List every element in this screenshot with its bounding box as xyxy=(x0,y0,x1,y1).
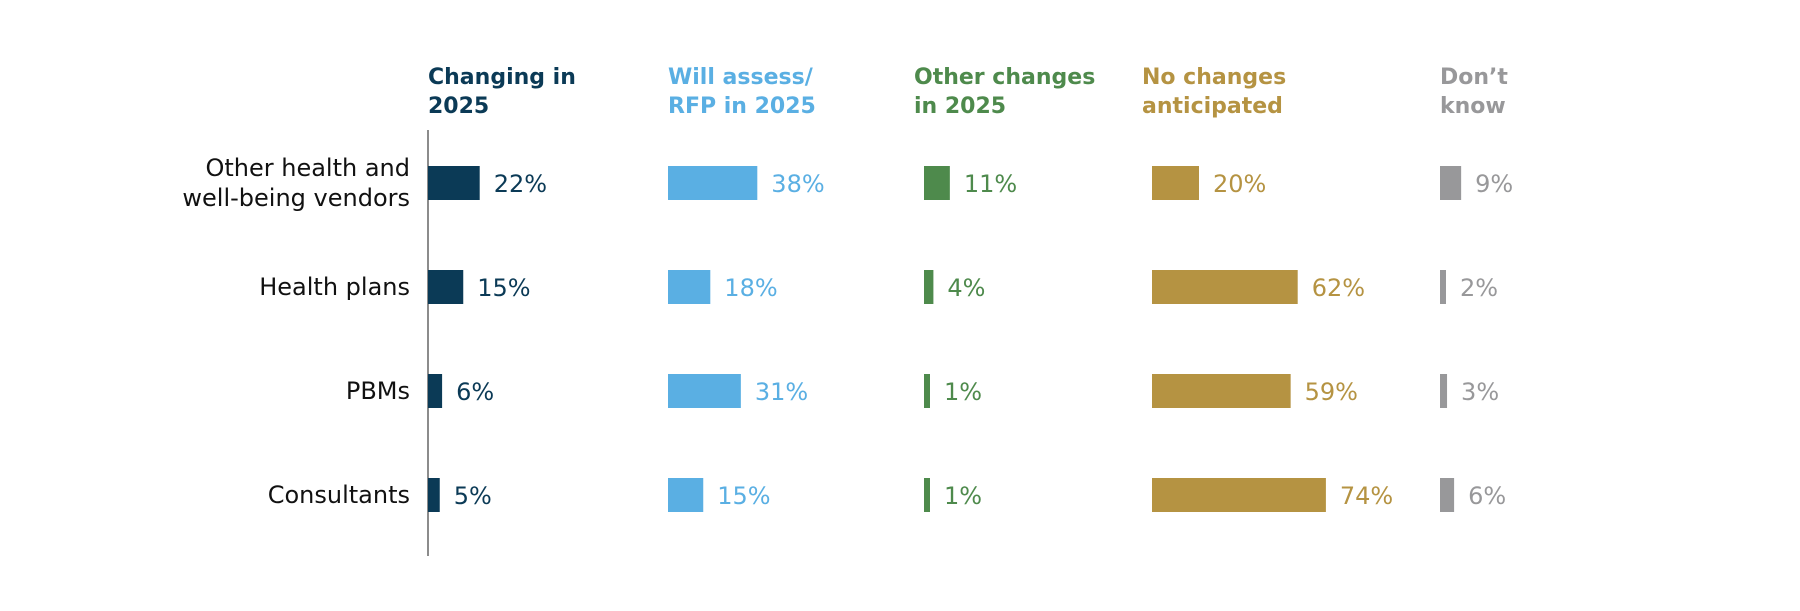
data-label: 59% xyxy=(1305,378,1358,406)
category-label-line: Consultants xyxy=(268,481,410,509)
data-label: 1% xyxy=(944,482,982,510)
bar xyxy=(1440,270,1446,304)
category-label-line: PBMs xyxy=(346,377,410,405)
series-header-line: Don’t xyxy=(1440,65,1508,90)
series-header-line: know xyxy=(1440,94,1506,119)
series-header-line: Changing in xyxy=(428,65,576,90)
series-header-line: Other changes xyxy=(914,65,1095,90)
bar xyxy=(1152,270,1298,304)
category-label: Other health and well-being vendors xyxy=(182,154,410,212)
data-label: 18% xyxy=(724,274,777,302)
bar xyxy=(1152,166,1199,200)
series-header-line: RFP in 2025 xyxy=(668,94,816,119)
chart: Other health and well-being vendors Health… xyxy=(0,0,1800,611)
bar xyxy=(1152,478,1326,512)
series-header-line: No changes xyxy=(1142,65,1286,90)
data-label: 74% xyxy=(1340,482,1393,510)
data-label: 11% xyxy=(964,170,1017,198)
data-label: 15% xyxy=(477,274,530,302)
category-label-line: Other health and xyxy=(205,154,410,182)
data-label: 1% xyxy=(944,378,982,406)
bar xyxy=(1440,166,1461,200)
data-label: 38% xyxy=(771,170,824,198)
bar xyxy=(668,478,703,512)
data-label: 9% xyxy=(1475,170,1513,198)
data-label: 6% xyxy=(456,378,494,406)
category-label: Health plans xyxy=(259,273,410,301)
bar xyxy=(668,374,741,408)
bar xyxy=(428,166,480,200)
series-header-line: 2025 xyxy=(428,94,489,119)
bar xyxy=(668,166,757,200)
data-label: 3% xyxy=(1461,378,1499,406)
category-label: PBMs xyxy=(346,377,410,405)
data-label: 6% xyxy=(1468,482,1506,510)
category-labels: Other health and well-being vendors Health… xyxy=(182,154,410,509)
series-header: Will assess/RFP in 2025 xyxy=(668,65,816,119)
series-panel: Will assess/RFP in 2025 38% 18% 31% 15% xyxy=(668,65,825,512)
series-panel: Other changes in 2025 11% 4% 1% 1% xyxy=(914,65,1095,512)
series-header-line: anticipated xyxy=(1142,94,1283,119)
bar xyxy=(924,166,950,200)
data-label: 22% xyxy=(494,170,547,198)
series-header-line: in 2025 xyxy=(914,94,1006,119)
bar xyxy=(1440,374,1447,408)
bar xyxy=(1152,374,1291,408)
bar xyxy=(924,374,930,408)
series-header: Changing in 2025 xyxy=(428,65,576,119)
series-header: No changes anticipated xyxy=(1142,65,1286,119)
data-label: 2% xyxy=(1460,274,1498,302)
category-label: Consultants xyxy=(268,481,410,509)
data-label: 4% xyxy=(947,274,985,302)
bar xyxy=(428,270,463,304)
series-header: Don’t know xyxy=(1440,65,1508,119)
data-label: 20% xyxy=(1213,170,1266,198)
series-panel: Don’t know 9% 2% 3% 6% xyxy=(1440,65,1513,512)
series-header-line: Will assess/ xyxy=(668,65,814,90)
bar xyxy=(1440,478,1454,512)
category-label-line: well-being vendors xyxy=(182,184,410,212)
bar xyxy=(428,374,442,408)
category-label-line: Health plans xyxy=(259,273,410,301)
series-panel: No changes anticipated 20% 62% 59% 74% xyxy=(1142,65,1393,512)
chart-panels: Changing in 2025 22% 15% 6% 5% Will assess/RFP… xyxy=(428,65,1513,512)
data-label: 5% xyxy=(454,482,492,510)
data-label: 31% xyxy=(755,378,808,406)
bar xyxy=(428,478,440,512)
series-header: Other changes in 2025 xyxy=(914,65,1095,119)
bar xyxy=(924,478,930,512)
bar xyxy=(924,270,933,304)
data-label: 62% xyxy=(1312,274,1365,302)
data-label: 15% xyxy=(717,482,770,510)
series-panel: Changing in 2025 22% 15% 6% 5% xyxy=(428,65,576,512)
bar xyxy=(668,270,710,304)
